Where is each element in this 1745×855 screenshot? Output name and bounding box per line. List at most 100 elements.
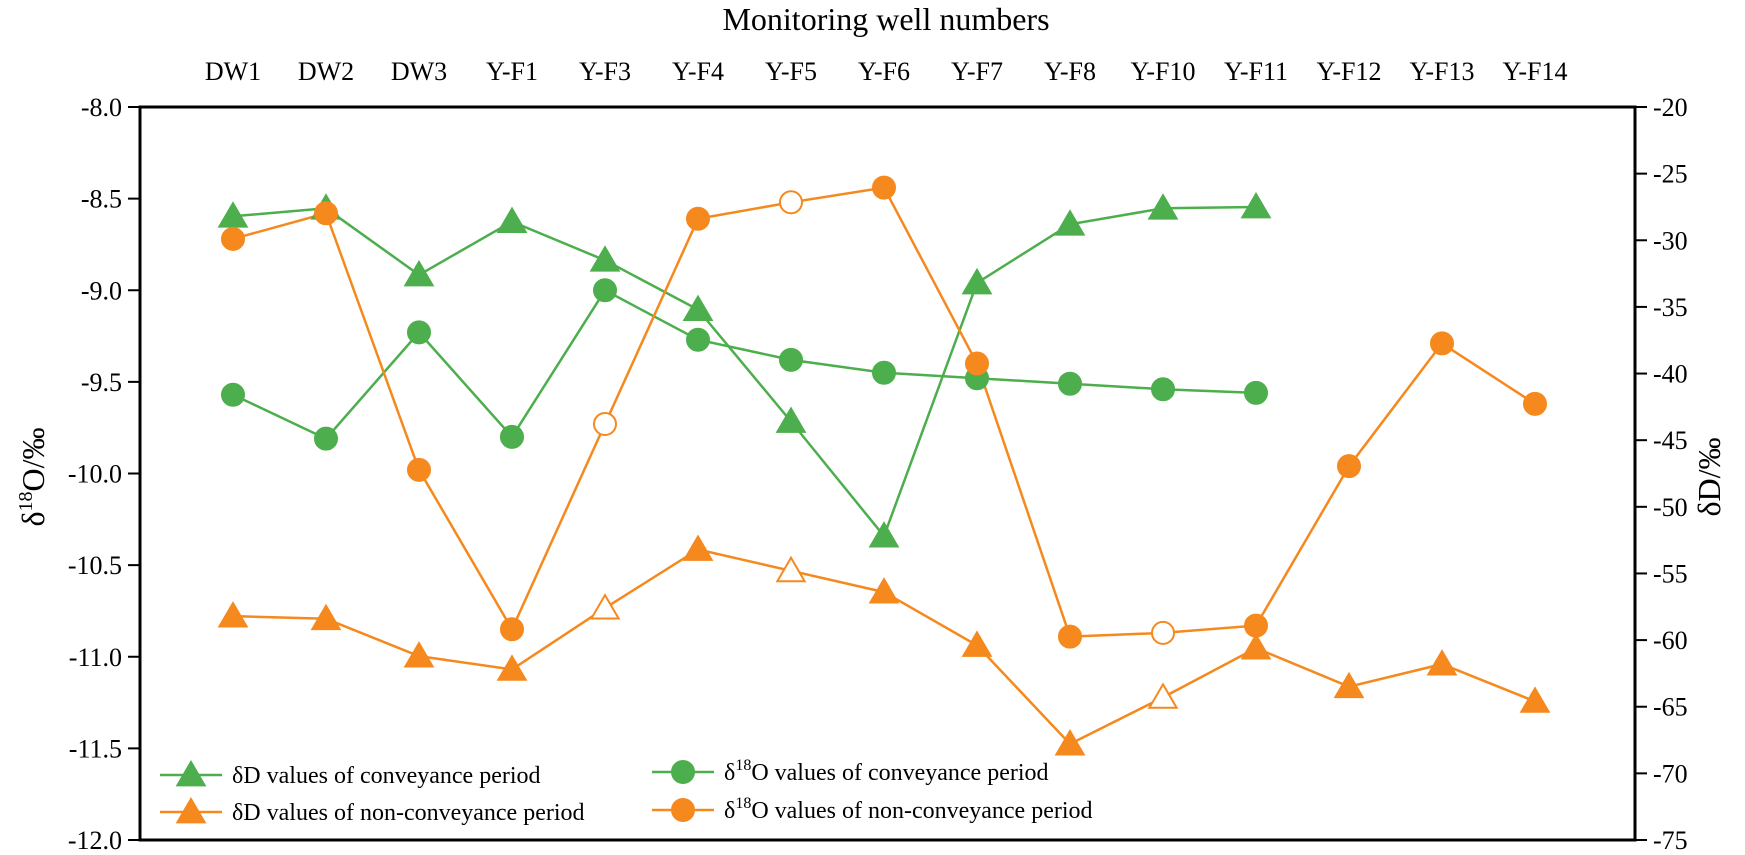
data-point-2: [1147, 682, 1179, 709]
data-point-0: [775, 406, 807, 433]
right-tick-label: -25: [1653, 160, 1688, 189]
legend-marker: [671, 760, 695, 784]
x-tick-labels: DW1 DW2 DW3 Y-F1 Y-F3 Y-F4 Y-F5 Y-F6 Y-F7 Y-F8 Y-F…: [205, 57, 1568, 86]
x-tick-label: Y-F12: [1316, 57, 1381, 86]
data-point-2: [1240, 633, 1272, 660]
x-tick-label: Y-F6: [858, 57, 910, 86]
data-point-3: [1151, 620, 1175, 645]
right-tick-label: -65: [1653, 693, 1688, 722]
data-point-3: [407, 457, 431, 482]
series-line-0: [232, 205, 1257, 539]
data-point-2: [496, 654, 528, 681]
legend: δD values of conveyance period δ18O value…: [160, 757, 1093, 826]
x-tick-label: Y-F4: [672, 57, 724, 86]
left-tick-label: -11.0: [69, 643, 122, 672]
data-point-1: [221, 382, 245, 407]
data-point-1: [1151, 377, 1175, 402]
data-point-2: [589, 593, 621, 620]
right-tick-label: -40: [1653, 360, 1688, 389]
x-tick-label: Y-F13: [1409, 57, 1474, 86]
data-point-2: [775, 555, 807, 583]
data-point-0: [403, 259, 435, 287]
right-tick-label: -35: [1653, 293, 1688, 322]
data-point-1: [1244, 380, 1268, 405]
data-point-2: [403, 641, 435, 668]
x-tick-label: Y-F3: [579, 57, 631, 86]
plot-frame: [138, 105, 1637, 842]
data-point-3: [779, 190, 803, 215]
x-tick-label: Y-F1: [486, 57, 538, 86]
x-axis-title: Monitoring well numbers: [722, 1, 1049, 37]
left-tick-label: -8.0: [81, 93, 122, 122]
right-tick-label: -75: [1653, 826, 1688, 855]
legend-label: δD values of non-conveyance period: [232, 800, 585, 826]
left-tick-label: -9.5: [81, 368, 122, 397]
x-tick-label: DW2: [298, 57, 354, 86]
plot-area-border: [138, 105, 1637, 842]
left-axis: -12.0 -11.5 -11.0 -10.5 -10.0 -9.5 -9.0 -8.5 -8.…: [68, 93, 140, 855]
series-line-3: [232, 186, 1536, 638]
data-point-0: [682, 294, 714, 321]
right-tick-label: -45: [1653, 426, 1688, 455]
data-point-1: [779, 347, 803, 372]
data-point-2: [682, 534, 714, 561]
series-markers: [217, 175, 1551, 756]
data-point-3: [965, 351, 989, 376]
data-point-0: [961, 267, 993, 295]
data-point-2: [1333, 671, 1365, 699]
legend-label: δ18O values of non-conveyance period: [724, 795, 1093, 824]
data-point-2: [1426, 649, 1458, 676]
data-point-1: [314, 426, 338, 451]
data-point-3: [1244, 613, 1268, 638]
data-point-2: [1519, 686, 1551, 713]
data-point-3: [1523, 391, 1547, 416]
left-tick-label: -10.5: [68, 551, 122, 580]
right-tick-label: -20: [1653, 93, 1688, 122]
legend-label: δD values of conveyance period: [232, 763, 541, 789]
left-tick-label: -11.5: [69, 734, 122, 763]
right-axis-title: δD/‰: [1691, 437, 1727, 516]
data-point-0: [1240, 191, 1272, 219]
data-point-0: [589, 245, 621, 272]
series-line-1: [232, 288, 1257, 441]
data-point-0: [868, 521, 900, 548]
x-tick-label: Y-F10: [1130, 57, 1195, 86]
legend-marker: [671, 798, 695, 822]
x-tick-label: Y-F11: [1224, 57, 1288, 86]
data-point-0: [496, 206, 528, 234]
x-tick-label: DW3: [391, 57, 447, 86]
right-tick-label: -70: [1653, 759, 1688, 788]
legend-marker: [175, 797, 207, 824]
data-point-3: [500, 617, 524, 642]
data-point-2: [961, 630, 993, 657]
legend-label: δ18O values of conveyance period: [724, 757, 1049, 786]
data-point-0: [1054, 209, 1086, 236]
data-point-3: [1430, 331, 1454, 356]
x-tick-label: Y-F5: [765, 57, 817, 86]
data-point-3: [221, 226, 245, 251]
right-tick-label: -55: [1653, 559, 1688, 588]
data-point-3: [1337, 454, 1361, 479]
left-tick-label: -9.0: [81, 276, 122, 305]
left-tick-label: -10.0: [68, 460, 122, 489]
data-point-0: [217, 201, 249, 228]
left-tick-label: -12.0: [68, 826, 122, 855]
right-axis: -75 -70 -65 -60 -55 -50 -45 -40 -35 -30 -25 -20: [1635, 93, 1688, 855]
data-point-3: [1058, 624, 1082, 649]
data-point-1: [872, 360, 896, 385]
data-point-2: [217, 601, 249, 628]
legend-marker: [175, 760, 207, 787]
data-point-2: [310, 603, 342, 631]
data-point-1: [407, 320, 431, 345]
data-point-3: [593, 412, 617, 437]
data-point-1: [1058, 371, 1082, 396]
right-tick-label: -50: [1653, 493, 1688, 522]
data-point-2: [1054, 729, 1086, 756]
data-point-3: [686, 206, 710, 231]
data-point-1: [686, 327, 710, 352]
data-point-2: [868, 577, 900, 604]
data-point-0: [1147, 193, 1179, 220]
x-tick-label: Y-F7: [951, 57, 1003, 86]
right-tick-label: -60: [1653, 626, 1688, 655]
data-point-1: [593, 278, 617, 303]
